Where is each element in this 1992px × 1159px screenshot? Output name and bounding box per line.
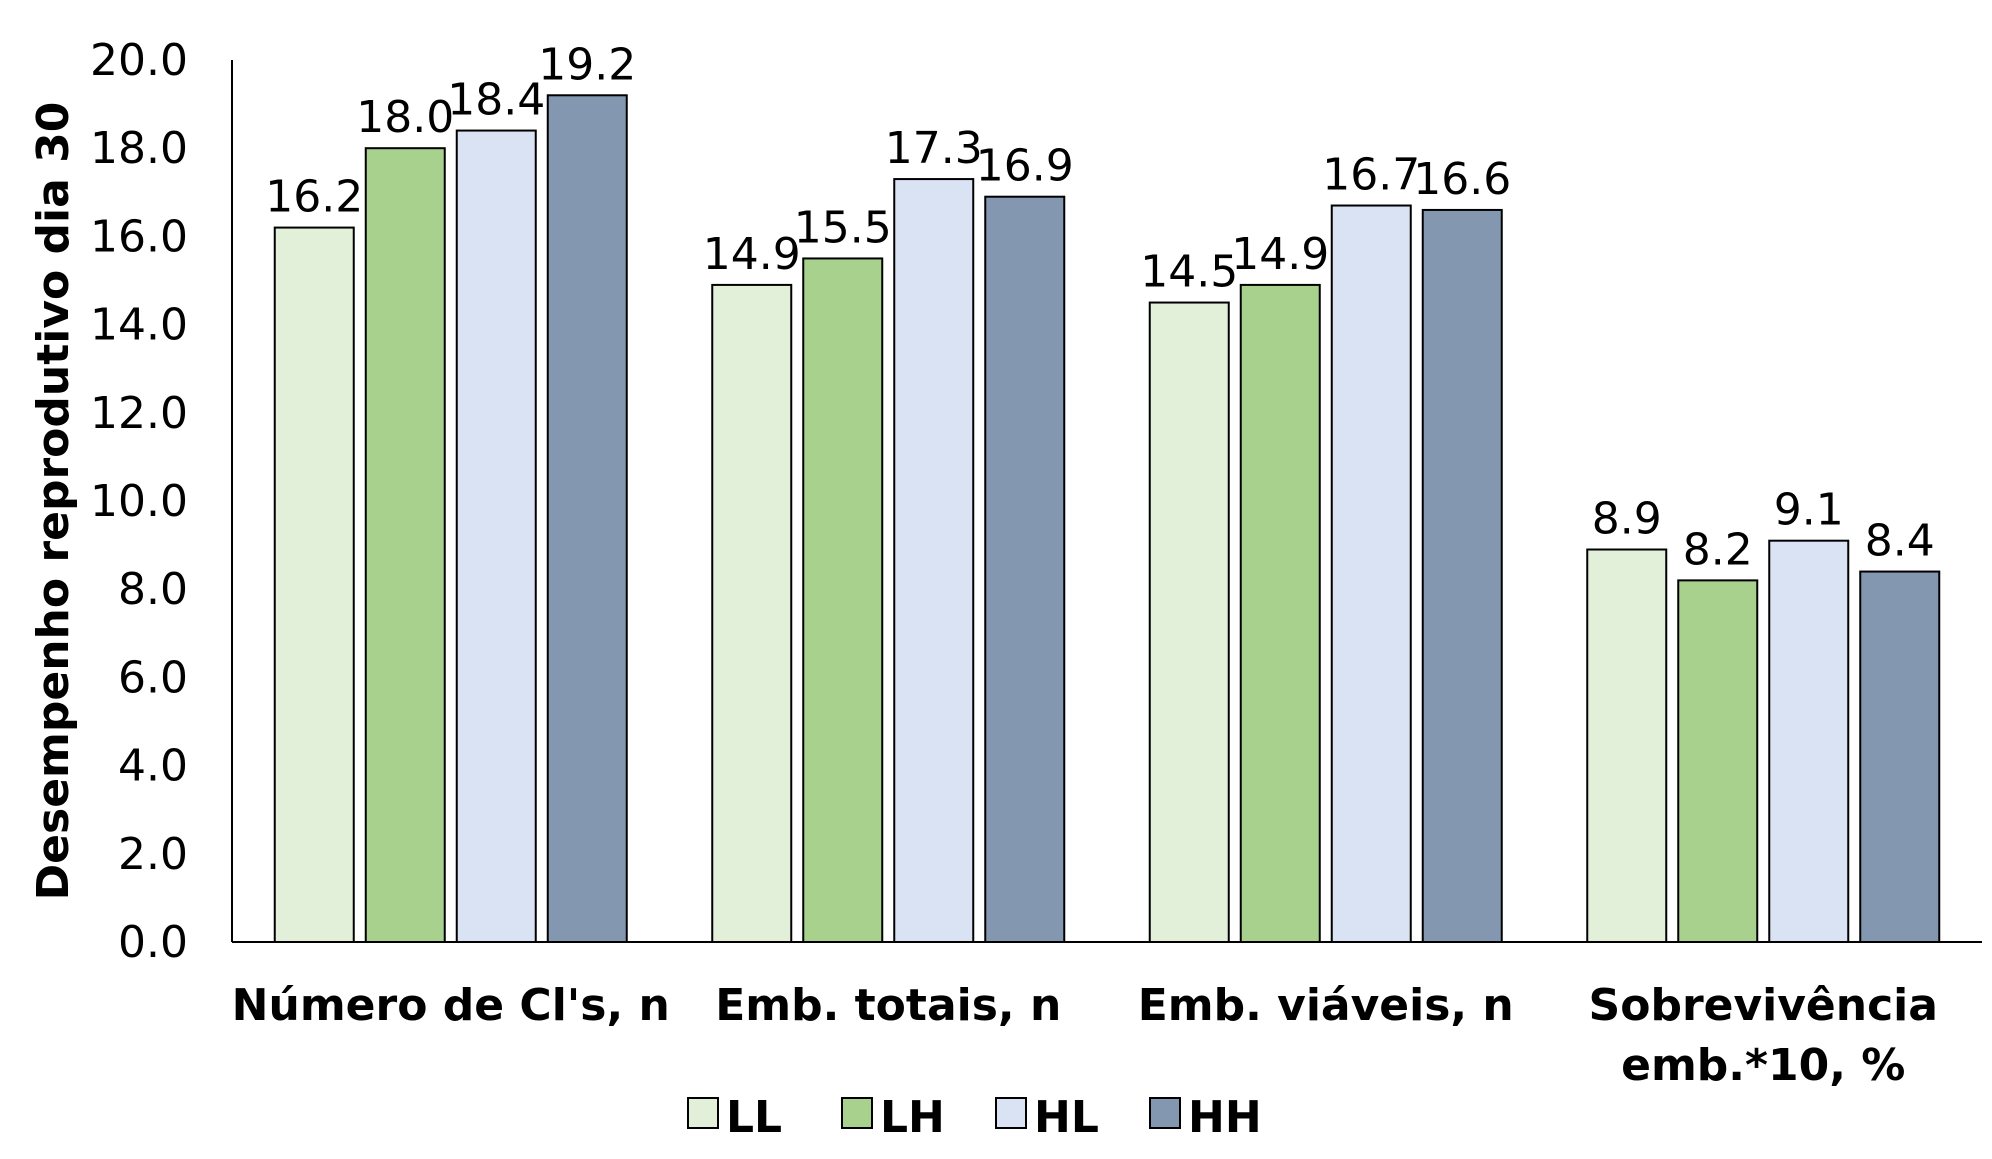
y-tick-label: 20.0 xyxy=(90,35,188,86)
bar-ll xyxy=(1586,548,1668,943)
y-tick-label: 14.0 xyxy=(90,300,188,351)
bar-hh xyxy=(1421,208,1503,943)
data-label: 14.9 xyxy=(1231,229,1329,280)
data-label: 16.7 xyxy=(1322,150,1420,201)
data-label: 15.5 xyxy=(794,202,892,253)
legend-swatch-ll xyxy=(687,1097,719,1129)
bar-lh xyxy=(1239,283,1321,944)
bar-hl xyxy=(893,178,975,943)
data-label: 14.5 xyxy=(1140,247,1238,298)
bar-hl xyxy=(1768,539,1850,943)
y-tick-label: 18.0 xyxy=(90,123,188,174)
legend-label-hh: HH xyxy=(1188,1092,1262,1143)
legend-label-lh: LH xyxy=(880,1092,945,1143)
bar-ll xyxy=(1148,301,1230,943)
y-tick-label: 6.0 xyxy=(118,652,188,703)
bar-hl xyxy=(455,129,537,943)
data-label: 19.2 xyxy=(538,39,636,90)
y-tick-label: 4.0 xyxy=(118,741,188,792)
y-tick-label: 10.0 xyxy=(90,476,188,527)
data-label: 18.4 xyxy=(447,75,545,126)
bar-lh xyxy=(802,257,884,943)
bar-hh xyxy=(1859,570,1941,943)
data-label: 8.4 xyxy=(1865,516,1935,567)
y-tick-label: 0.0 xyxy=(118,917,188,968)
data-label: 18.0 xyxy=(356,92,454,143)
legend: LL LH HL HH xyxy=(687,1092,1262,1143)
bar-hl xyxy=(1330,204,1412,943)
y-tick-label: 8.0 xyxy=(118,564,188,615)
legend-swatch-hh xyxy=(1149,1097,1181,1129)
category-label: Número de Cl's, n xyxy=(232,980,670,1031)
category-label: Emb. totais, n xyxy=(715,980,1061,1031)
bar-ll xyxy=(711,283,793,944)
data-label: 16.6 xyxy=(1413,154,1511,205)
bar-lh xyxy=(1677,579,1759,943)
category-label: Emb. viáveis, n xyxy=(1138,980,1514,1031)
bar-ll xyxy=(273,226,355,943)
data-label: 8.2 xyxy=(1683,524,1753,575)
legend-label-ll: LL xyxy=(726,1092,782,1143)
y-tick-label: 2.0 xyxy=(118,829,188,880)
data-label: 16.2 xyxy=(265,172,363,223)
bars-layer xyxy=(273,94,1941,944)
legend-swatch-lh xyxy=(841,1097,873,1129)
data-label: 16.9 xyxy=(976,141,1074,192)
y-axis-title: Desempenho reprodutivo dia 30 xyxy=(28,102,79,901)
category-label: Sobrevivência xyxy=(1589,980,1938,1031)
legend-swatch-hl xyxy=(995,1097,1027,1129)
category-label: emb.*10, % xyxy=(1621,1040,1905,1091)
data-label: 9.1 xyxy=(1774,485,1844,536)
data-label: 14.9 xyxy=(703,229,801,280)
data-label: 8.9 xyxy=(1592,494,1662,545)
axes-layer: 0.0 2.0 4.0 6.0 8.0 10.0 12.0 14.0 16.0 18.0 20.0 xyxy=(90,35,1982,968)
y-tick-label: 12.0 xyxy=(90,388,188,439)
legend-label-hl: HL xyxy=(1034,1092,1099,1143)
bar-lh xyxy=(364,147,446,943)
data-label: 17.3 xyxy=(885,123,983,174)
bar-hh xyxy=(984,195,1066,943)
bar-hh xyxy=(546,94,628,943)
y-tick-label: 16.0 xyxy=(90,211,188,262)
